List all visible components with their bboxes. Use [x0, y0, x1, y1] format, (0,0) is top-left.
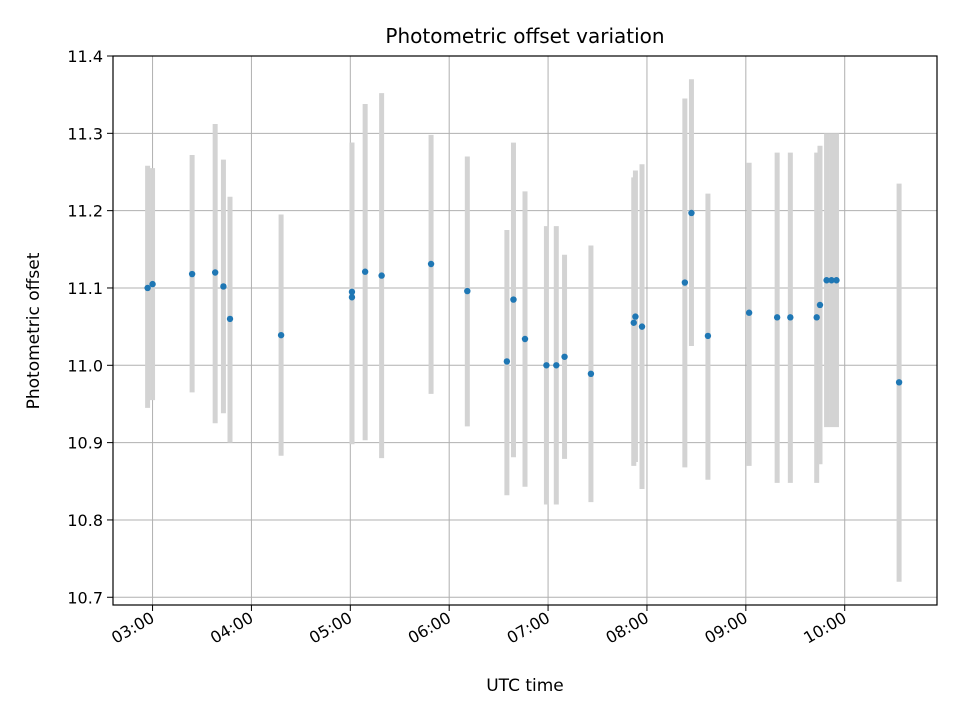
data-point [510, 296, 517, 303]
data-point [587, 370, 595, 378]
data-point [773, 314, 781, 321]
data-point [427, 260, 435, 268]
data-point [816, 301, 824, 309]
data-point [144, 284, 151, 292]
x-axis-title: UTC time [486, 676, 564, 696]
data-point [277, 331, 285, 339]
data-point [745, 309, 753, 316]
data-point [220, 283, 227, 290]
y-tick-label: 10.9 [67, 434, 103, 453]
data-point [632, 313, 639, 320]
data-point [348, 294, 356, 301]
data-point [787, 314, 794, 321]
data-point [553, 362, 560, 369]
data-point [688, 209, 695, 217]
data-point [704, 332, 712, 340]
data-point [226, 315, 234, 323]
y-tick-label: 11.2 [67, 202, 103, 221]
y-tick-label: 10.8 [67, 511, 103, 530]
y-tick-label: 10.7 [67, 588, 103, 607]
data-point [813, 314, 820, 321]
data-point [149, 280, 156, 288]
data-points [144, 209, 903, 386]
data-point [188, 270, 196, 278]
y-tick-label: 11.1 [67, 279, 103, 298]
data-point [464, 287, 471, 295]
data-point [378, 272, 385, 279]
data-point [823, 277, 830, 284]
data-point [630, 319, 637, 326]
data-point [348, 288, 356, 296]
data-point [833, 277, 840, 284]
data-point [828, 277, 835, 284]
y-axis-title: Photometric offset [24, 252, 44, 409]
data-point [638, 323, 646, 330]
y-tick-label: 11.4 [67, 47, 103, 66]
data-point [543, 362, 550, 369]
plot-frame [112, 55, 938, 606]
data-point [681, 279, 689, 286]
data-point [521, 335, 529, 343]
y-axis-ticks: 10.7 10.8 10.9 11.0 11.1 11.2 11.3 11.4 [67, 47, 113, 607]
y-tick-label: 11.3 [67, 124, 103, 143]
chart-title: Photometric offset variation [385, 24, 664, 48]
data-point [211, 269, 219, 276]
data-point [361, 268, 369, 275]
y-tick-label: 11.0 [67, 356, 103, 375]
data-point [561, 353, 568, 360]
data-point [895, 379, 903, 386]
data-point [503, 358, 511, 365]
